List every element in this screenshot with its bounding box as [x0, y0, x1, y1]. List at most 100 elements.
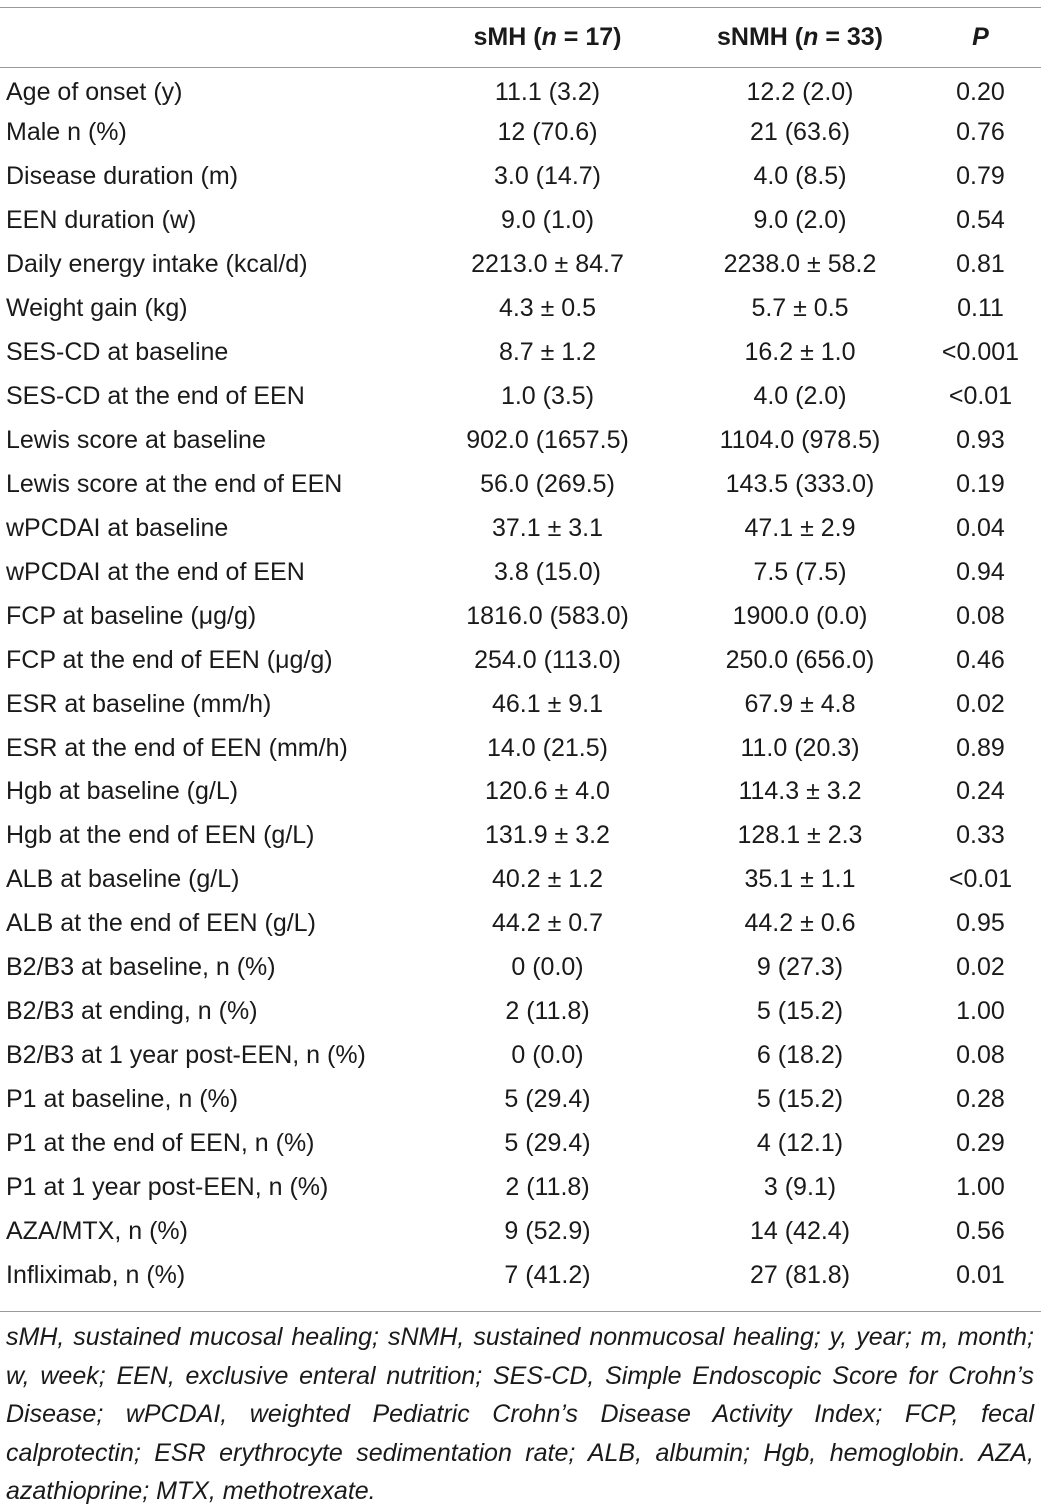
- smh-value: 2213.0 ± 84.7: [471, 250, 624, 279]
- table-row: Lewis score at the end of EEN 56.0 (269.5…: [0, 462, 1041, 506]
- header-p: P: [972, 23, 989, 51]
- p-value: 1.00: [956, 1172, 1005, 1201]
- snmh-value: 5 (15.2): [756, 1085, 844, 1114]
- snmh-value: 114.3 ± 3.2: [738, 777, 862, 806]
- bottom-rule: [0, 1311, 1041, 1312]
- snmh-value: 4 (12.1): [756, 1128, 844, 1157]
- table-row: Weight gain (kg) 4.3 ± 0.5 5.7 ± 0.5 0.11: [0, 287, 1041, 331]
- table-row: Daily energy intake (kcal/d) 2213.0 ± 84.…: [0, 243, 1041, 287]
- row-label: AZA/MTX, n (%): [6, 1216, 188, 1245]
- row-label: Daily energy intake (kcal/d): [6, 250, 308, 279]
- snmh-value: 1104.0 (978.5): [719, 425, 881, 454]
- table-row: Disease duration (m) 3.0 (14.7) 4.0 (8.5) 0…: [0, 155, 1041, 199]
- snmh-value: 9.0 (2.0): [753, 206, 847, 235]
- p-value: 0.01: [956, 1260, 1005, 1289]
- row-label: SES-CD at baseline: [6, 338, 229, 367]
- row-label: P1 at the end of EEN, n (%): [6, 1128, 315, 1157]
- p-value: 0.02: [956, 953, 1005, 982]
- table-row: Hgb at baseline (g/L) 120.6 ± 4.0 114.3 ± …: [0, 770, 1041, 814]
- table-row: wPCDAI at baseline 37.1 ± 3.1 47.1 ± 2.9 0.…: [0, 506, 1041, 550]
- table-footnote: sMH, sustained mucosal healing; sNMH, su…: [6, 1323, 1034, 1505]
- header-smh: sMH (n = 17): [473, 23, 622, 51]
- p-value: 0.28: [956, 1085, 1005, 1114]
- snmh-value: 11.0 (20.3): [740, 733, 860, 762]
- smh-value: 131.9 ± 3.2: [485, 821, 610, 850]
- row-label: Weight gain (kg): [6, 294, 188, 323]
- row-label: Age of onset (y): [6, 78, 183, 107]
- row-label: ALB at baseline (g/L): [6, 865, 240, 894]
- p-value: 0.19: [956, 469, 1005, 498]
- table-row: Hgb at the end of EEN (g/L) 131.9 ± 3.2 12…: [0, 814, 1041, 858]
- p-value: 0.33: [956, 821, 1005, 850]
- p-value: 0.08: [956, 601, 1005, 630]
- table-row: P1 at 1 year post-EEN, n (%) 2 (11.8) 3 (9…: [0, 1165, 1041, 1209]
- smh-value: 2 (11.8): [505, 997, 590, 1026]
- row-label: B2/B3 at baseline, n (%): [6, 953, 276, 982]
- p-value: 0.93: [956, 425, 1005, 454]
- header-variable: [0, 8, 415, 67]
- row-label: SES-CD at the end of EEN: [6, 382, 305, 411]
- p-value: 0.20: [956, 78, 1005, 107]
- smh-value: 44.2 ± 0.7: [491, 909, 604, 938]
- table-row: FCP at baseline (μg/g) 1816.0 (583.0) 1900…: [0, 594, 1041, 638]
- header-row: sMH (n = 17) sNMH (n = 33) P: [0, 8, 1041, 67]
- snmh-value: 35.1 ± 1.1: [744, 865, 856, 894]
- snmh-value: 6 (18.2): [756, 1041, 844, 1070]
- snmh-value: 16.2 ± 1.0: [744, 338, 856, 367]
- row-label: ESR at the end of EEN (mm/h): [6, 733, 348, 762]
- table-row: EEN duration (w) 9.0 (1.0) 9.0 (2.0) 0.54: [0, 199, 1041, 243]
- table-row: FCP at the end of EEN (μg/g) 254.0 (113.0…: [0, 638, 1041, 682]
- header-rule: [0, 67, 1041, 68]
- snmh-value: 14 (42.4): [749, 1216, 851, 1245]
- p-value: 0.81: [956, 250, 1005, 279]
- snmh-value: 12.2 (2.0): [746, 78, 854, 107]
- smh-value: 1.0 (3.5): [500, 382, 595, 411]
- snmh-value: 9 (27.3): [756, 953, 844, 982]
- row-label: Male n (%): [6, 118, 127, 147]
- smh-value: 8.7 ± 1.2: [498, 338, 597, 367]
- p-value: <0.01: [948, 865, 1013, 894]
- table-row: Male n (%) 12 (70.6) 21 (63.6) 0.76: [0, 111, 1041, 155]
- table-row: SES-CD at baseline 8.7 ± 1.2 16.2 ± 1.0 <0.…: [0, 331, 1041, 375]
- p-value: 0.02: [956, 689, 1005, 718]
- snmh-value: 67.9 ± 4.8: [744, 689, 856, 718]
- row-label: P1 at 1 year post-EEN, n (%): [6, 1172, 329, 1201]
- smh-value: 11.1 (3.2): [494, 78, 601, 107]
- row-label: Hgb at the end of EEN (g/L): [6, 821, 315, 850]
- p-value: <0.001: [941, 338, 1020, 367]
- p-value: 0.94: [956, 557, 1005, 586]
- top-rule: [0, 7, 1041, 8]
- snmh-value: 5 (15.2): [756, 997, 844, 1026]
- p-value: 0.56: [956, 1216, 1005, 1245]
- snmh-value: 128.1 ± 2.3: [737, 821, 863, 850]
- results-table: sMH (n = 17) sNMH (n = 33) P Age of onse…: [0, 8, 1041, 1297]
- snmh-value: 5.7 ± 0.5: [751, 294, 849, 323]
- smh-value: 120.6 ± 4.0: [485, 777, 610, 806]
- snmh-value: 3 (9.1): [763, 1172, 837, 1201]
- smh-value: 902.0 (1657.5): [466, 425, 629, 454]
- table-row: ESR at baseline (mm/h) 46.1 ± 9.1 67.9 ± 4…: [0, 682, 1041, 726]
- smh-value: 9.0 (1.0): [500, 206, 595, 235]
- p-value: 0.04: [956, 513, 1005, 542]
- row-label: ESR at baseline (mm/h): [6, 689, 272, 718]
- p-value: 0.89: [956, 733, 1005, 762]
- smh-value: 7 (41.2): [504, 1260, 591, 1289]
- smh-value: 0 (0.0): [511, 1041, 584, 1070]
- row-label: Hgb at baseline (g/L): [6, 777, 239, 806]
- smh-value: 9 (52.9): [504, 1216, 591, 1245]
- smh-value: 14.0 (21.5): [487, 733, 608, 762]
- table-row: SES-CD at the end of EEN 1.0 (3.5) 4.0 (2.…: [0, 375, 1041, 419]
- smh-value: 3.0 (14.7): [493, 162, 601, 191]
- p-value: 0.24: [956, 777, 1005, 806]
- snmh-value: 4.0 (8.5): [753, 162, 847, 191]
- snmh-value: 47.1 ± 2.9: [744, 513, 856, 542]
- p-value: 0.29: [956, 1128, 1005, 1157]
- smh-value: 40.2 ± 1.2: [491, 865, 604, 894]
- table-row: P1 at the end of EEN, n (%) 5 (29.4) 4 (12…: [0, 1122, 1041, 1166]
- table-row: Infliximab, n (%) 7 (41.2) 27 (81.8) 0.01: [0, 1253, 1041, 1297]
- p-value: 0.11: [957, 294, 1004, 323]
- smh-value: 5 (29.4): [504, 1085, 591, 1114]
- row-label: P1 at baseline, n (%): [6, 1085, 239, 1114]
- row-label: B2/B3 at 1 year post-EEN, n (%): [6, 1041, 366, 1070]
